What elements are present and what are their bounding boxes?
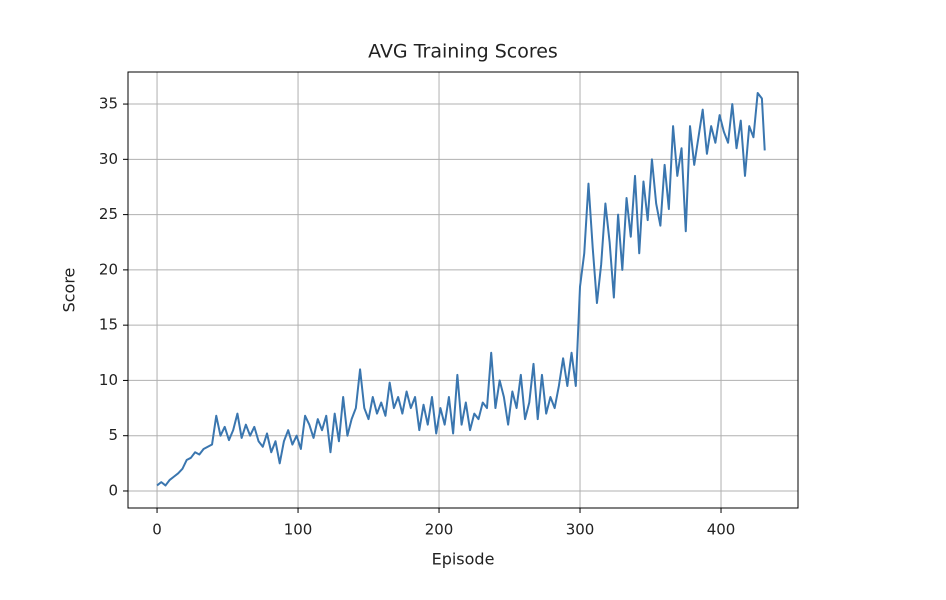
- y-axis-label: Score: [60, 268, 79, 313]
- x-tick-label: 0: [152, 521, 162, 539]
- y-tick-label: 0: [108, 481, 118, 499]
- x-tick-label: 300: [566, 521, 595, 539]
- x-tick-label: 400: [707, 521, 736, 539]
- chart-title: AVG Training Scores: [368, 41, 558, 63]
- plot-frame: [127, 71, 799, 509]
- x-tick-label: 100: [284, 521, 313, 539]
- y-tick-label: 25: [99, 205, 118, 223]
- y-tick-label: 5: [108, 426, 118, 444]
- y-tick-label: 35: [99, 95, 118, 113]
- data-line: [156, 92, 766, 487]
- y-tick-label: 15: [99, 316, 118, 334]
- x-axis-label: Episode: [432, 550, 495, 569]
- y-tick-label: 20: [99, 260, 118, 278]
- x-tick-label: 200: [425, 521, 454, 539]
- y-tick-label: 30: [99, 150, 118, 168]
- y-tick-label: 10: [99, 371, 118, 389]
